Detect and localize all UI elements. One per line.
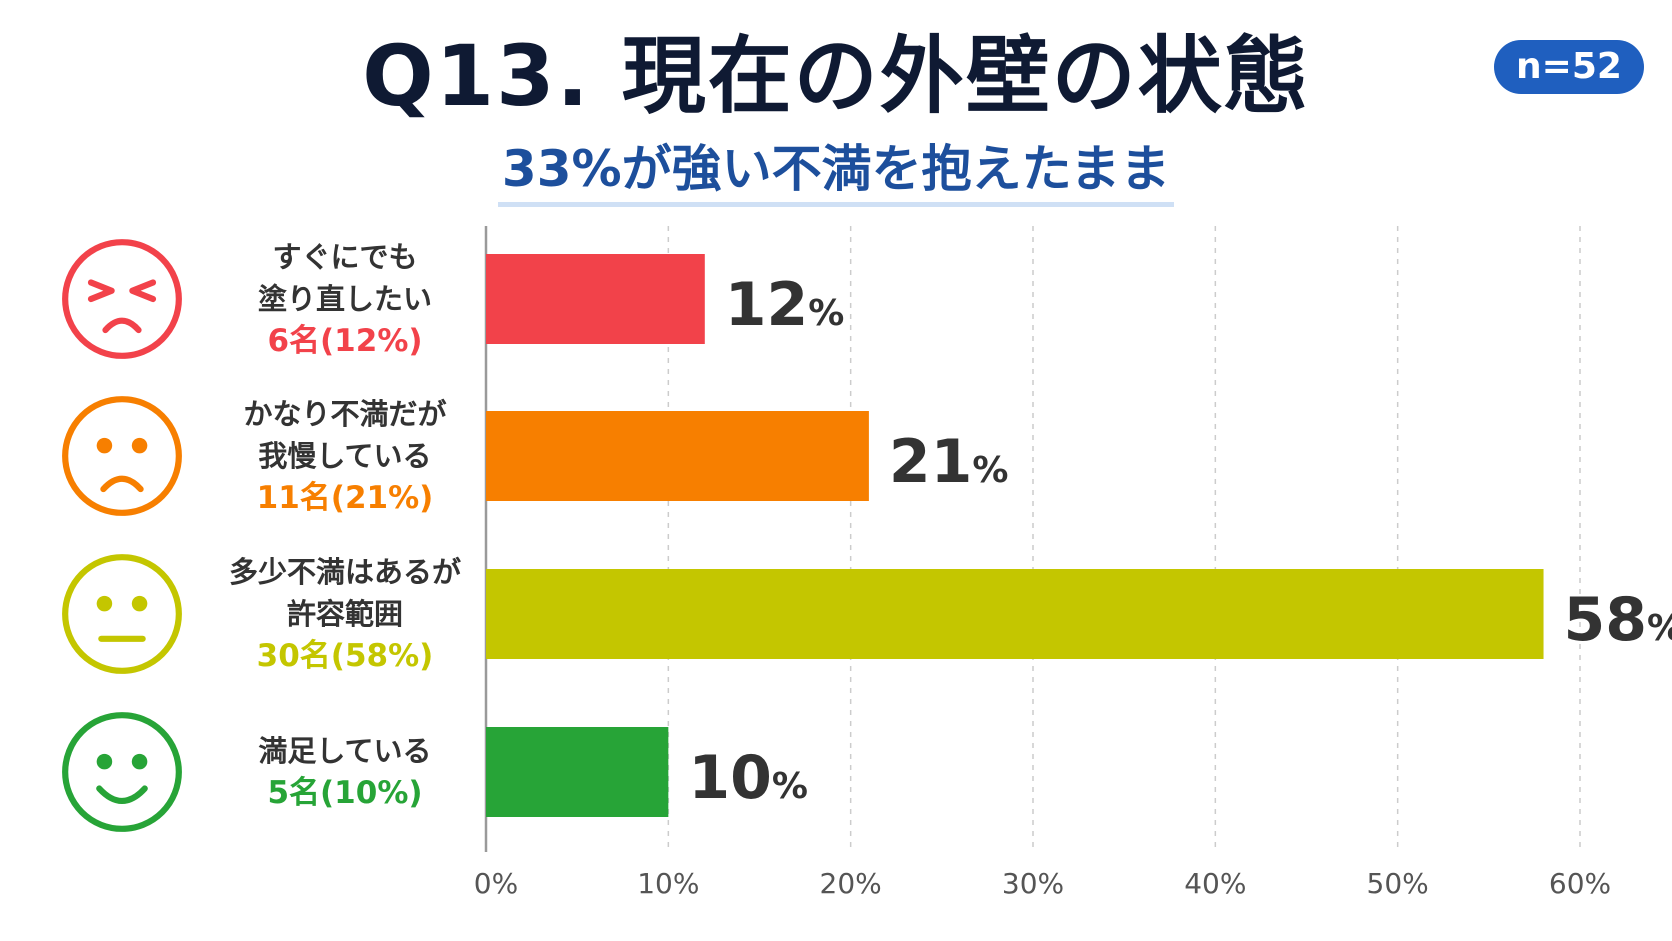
row-label-line: すぐにでも (272, 240, 418, 274)
row-label-line: 満足している (258, 734, 432, 768)
row-label: かなり不満だが 我慢している 11名(21%) (200, 393, 490, 519)
sad-face-icon (60, 394, 184, 522)
bar (486, 727, 669, 817)
row-label: 多少不満はあるが 許容範囲 30名(58%) (200, 551, 490, 677)
x-tick-label: 50% (1367, 867, 1429, 900)
bar (486, 411, 869, 501)
bar-value-label: 12% (725, 270, 845, 340)
row-label-line: 塗り直したい (257, 282, 432, 316)
row-count: 6名(12%) (267, 323, 423, 359)
x-tick-label: 30% (1002, 867, 1064, 900)
x-tick-label: 0% (474, 867, 518, 900)
row-label-line: 多少不満はあるが (228, 555, 461, 589)
bar (486, 254, 705, 344)
chart-subtitle: 33%が強い不満を抱えたまま (497, 138, 1175, 207)
row-label: すぐにでも塗り直したい 6名(12%) (200, 236, 490, 362)
angry-face-icon (60, 237, 184, 365)
bar (486, 569, 1544, 659)
neutral-face-icon (60, 552, 184, 680)
chart-title: Q13. 現在の外壁の状態 (362, 27, 1310, 125)
subtitle-wrap: 33%が強い不満を抱えたまま (0, 138, 1672, 207)
row-count: 30名(58%) (256, 638, 434, 674)
bar-value-label: 21% (889, 427, 1009, 497)
sample-size-badge: n=52 (1494, 40, 1644, 94)
row-label-line: かなり不満だが (243, 397, 447, 431)
row-count: 11名(21%) (256, 480, 434, 516)
row-label: 満足している 5名(10%) (200, 730, 490, 814)
x-tick-label: 40% (1184, 867, 1246, 900)
x-tick-label: 20% (820, 867, 882, 900)
row-label-line: 我慢している (258, 439, 432, 473)
x-tick-label: 60% (1549, 867, 1611, 900)
x-tick-label: 10% (637, 867, 699, 900)
bar-value-label: 58% (1564, 585, 1672, 655)
bar-value-label: 10% (688, 743, 808, 813)
row-label-line: 許容範囲 (286, 597, 403, 631)
smile-face-icon (60, 710, 184, 838)
row-count: 5名(10%) (267, 775, 423, 811)
